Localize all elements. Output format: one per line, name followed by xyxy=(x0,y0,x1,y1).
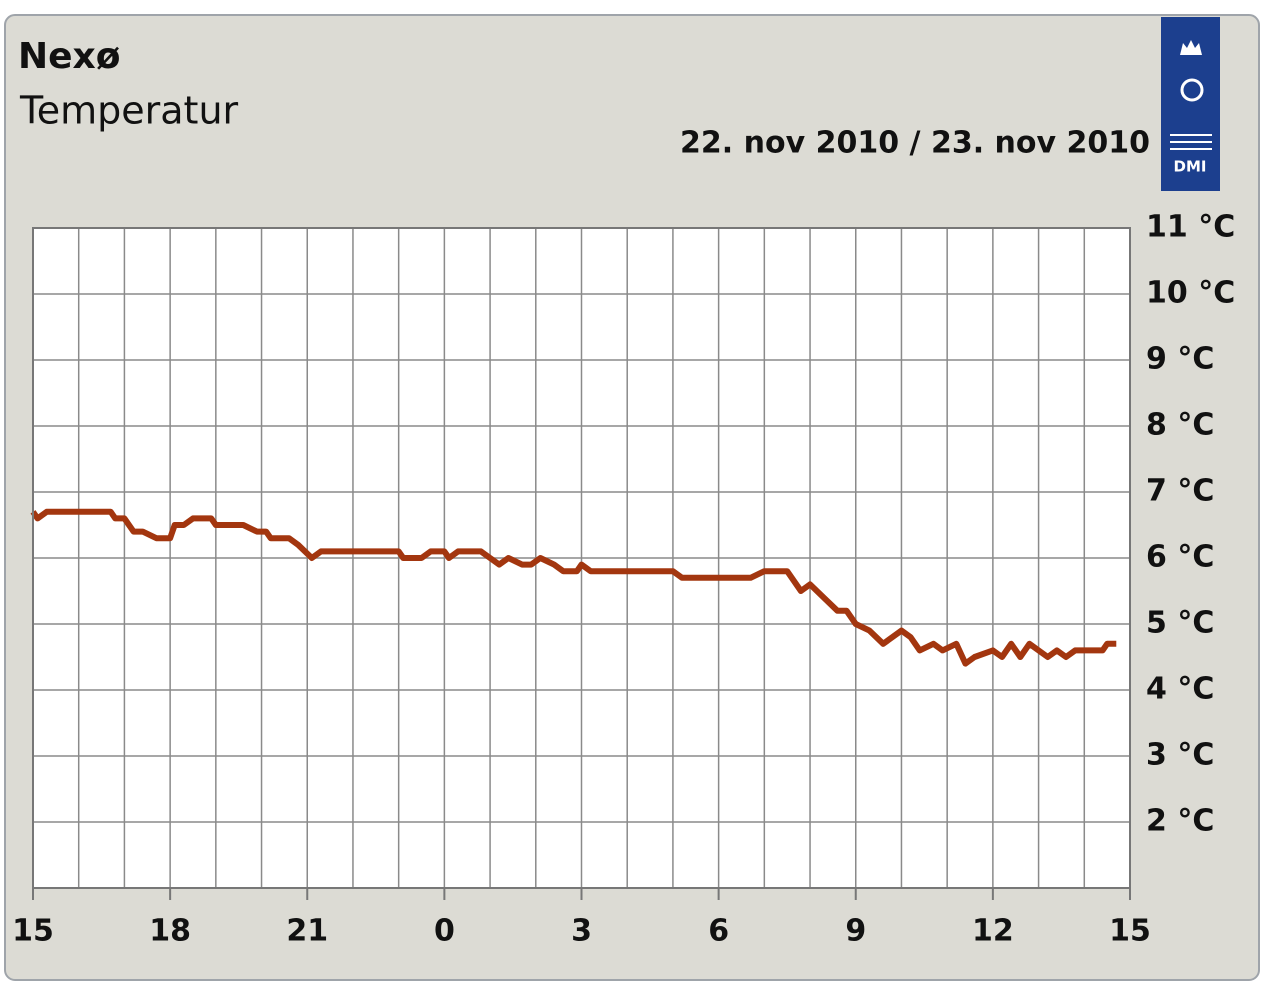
x-tick-label: 3 xyxy=(571,914,592,949)
x-tick-label: 0 xyxy=(434,914,455,949)
logo-text: DMI xyxy=(1174,158,1207,176)
logo: DMI xyxy=(1161,17,1220,191)
logo-crown xyxy=(1180,40,1202,55)
y-tick-label: 4 °C xyxy=(1146,672,1214,707)
marks xyxy=(30,508,1117,667)
plot-border xyxy=(32,227,1131,889)
y-tick-label: 7 °C xyxy=(1146,474,1214,509)
temperature-line xyxy=(30,508,1117,667)
x-tick-label: 12 xyxy=(972,914,1014,949)
y-tick-label: 6 °C xyxy=(1146,540,1214,575)
y-tick-label: 2 °C xyxy=(1146,804,1214,839)
logo-waves xyxy=(1170,134,1212,150)
chart-title: Nexø xyxy=(18,36,121,77)
y-tick-label: 9 °C xyxy=(1146,342,1214,377)
x-tick-label: 9 xyxy=(845,914,866,949)
logo-sun xyxy=(1180,78,1204,102)
y-tick-label: 8 °C xyxy=(1146,408,1214,443)
chart-subtitle: Temperatur xyxy=(19,89,239,133)
date-label: 22. nov 2010 / 23. nov 2010 xyxy=(680,126,1150,161)
x-tick-label: 15 xyxy=(1109,914,1151,949)
x-tick-label: 15 xyxy=(12,914,54,949)
y-tick-label: 3 °C xyxy=(1146,738,1214,773)
y-tick-label: 10 °C xyxy=(1146,276,1235,311)
x-tick-label: 6 xyxy=(708,914,729,949)
x-tick-label: 18 xyxy=(149,914,191,949)
labels: 2 °C 3 °C 4 °C 5 °C 6 °C 7 °C 8 °C 9 °C 10 °C 11 … xyxy=(12,210,1235,949)
y-tick-label: 5 °C xyxy=(1146,606,1214,641)
y-tick-label: 11 °C xyxy=(1146,210,1235,245)
x-tick-label: 21 xyxy=(286,914,328,949)
